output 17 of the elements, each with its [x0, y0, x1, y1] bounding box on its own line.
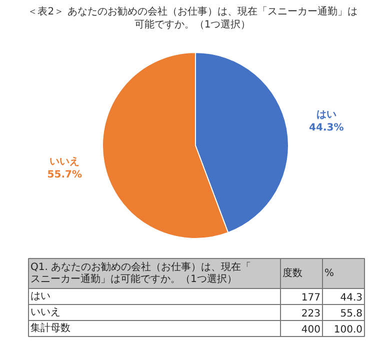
chart-title: ＜表2＞ あなたのお勧めの会社（お仕事）は、現在「スニーカー通勤」は可能ですか。（1つ選択）: [28, 6, 358, 30]
text: 度数: [282, 267, 302, 279]
text: Q1. あなたのお勧めの会社（お仕事）は、現在「スニーカー通勤」は可能ですか。（1つ選択）: [30, 261, 252, 285]
text: 177: [301, 292, 321, 304]
text: 55.8: [340, 308, 362, 320]
text: 400: [301, 324, 321, 336]
text: 100.0: [334, 324, 363, 336]
slice-label: いいえ: [50, 156, 80, 168]
data-label: 44.3%: [309, 122, 344, 134]
text: 223: [301, 308, 321, 320]
slice-label: はい: [316, 109, 336, 120]
data-label: 55.7%: [47, 170, 82, 181]
text: いいえ: [30, 307, 60, 318]
text: はい: [30, 291, 50, 302]
text: 44.3: [340, 292, 362, 304]
text: 集計母数: [30, 322, 70, 334]
text: %: [324, 268, 334, 279]
